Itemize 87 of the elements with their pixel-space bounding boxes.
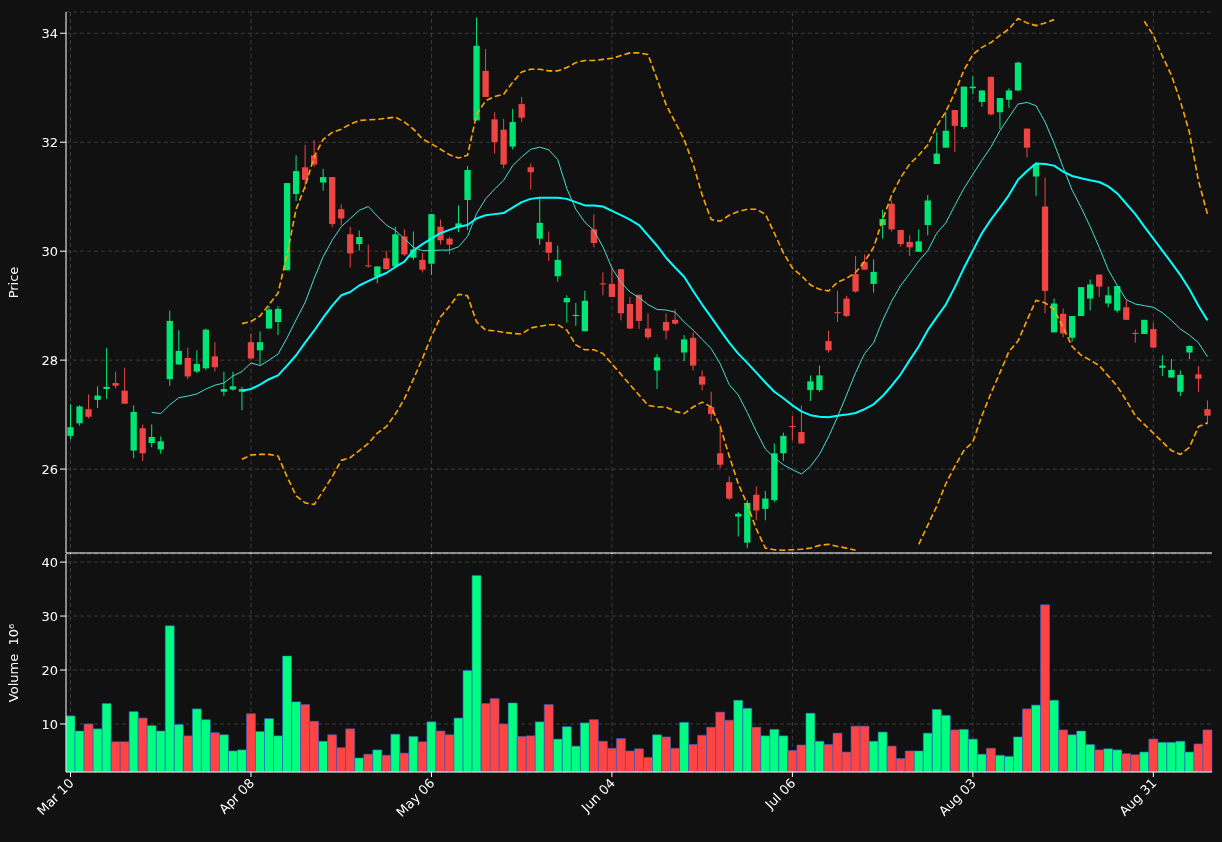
y-axis-title: Volume 10⁶ — [6, 623, 21, 703]
candlestick — [942, 111, 949, 149]
candlestick — [76, 404, 83, 427]
candlestick — [247, 332, 255, 361]
candlestick — [103, 347, 110, 400]
candlestick — [1068, 315, 1076, 343]
candlestick — [915, 228, 922, 253]
candlestick — [518, 96, 525, 123]
y-tick-label: 10 — [41, 716, 58, 732]
candlestick — [193, 349, 200, 374]
candlestick — [662, 312, 670, 340]
candlestick — [1123, 299, 1130, 321]
candlestick — [825, 330, 832, 354]
candlestick — [699, 369, 706, 392]
x-tick-label: Aug 31 — [1116, 775, 1160, 819]
candlestick — [148, 423, 155, 448]
candlestick — [816, 365, 823, 393]
candlestick — [1204, 399, 1211, 425]
candlestick — [1177, 369, 1184, 397]
candlestick — [933, 131, 940, 165]
candlestick — [383, 250, 390, 271]
y-tick-label: 26 — [41, 461, 58, 477]
candlestick — [419, 252, 426, 273]
candlestick — [545, 231, 552, 262]
candlestick — [554, 245, 561, 283]
candlestick — [834, 290, 841, 323]
candlestick — [780, 432, 787, 462]
candlestick — [843, 295, 850, 318]
candlestick — [951, 109, 958, 153]
candlestick — [1105, 286, 1112, 308]
candlestick — [184, 347, 191, 380]
y-tick-label: 28 — [41, 352, 58, 368]
candlestick — [1159, 354, 1166, 377]
candlestick — [94, 385, 101, 409]
candlestick — [274, 305, 282, 336]
candlestick — [265, 305, 273, 330]
candlestick — [175, 329, 182, 365]
candlestick — [527, 162, 534, 191]
candlestick — [753, 486, 760, 521]
candlestick — [762, 490, 769, 521]
candlestick — [256, 330, 264, 365]
candlestick — [996, 97, 1004, 130]
candlestick — [338, 203, 345, 226]
candlestick — [608, 267, 616, 298]
candlestick — [1195, 365, 1202, 393]
candlestick — [798, 404, 805, 444]
candlestick — [301, 144, 309, 190]
candlestick — [356, 229, 363, 252]
candlestick — [1023, 128, 1031, 158]
candlestick — [347, 226, 354, 269]
candlestick — [229, 371, 237, 392]
x-tick-label: Mar 10 — [34, 775, 77, 819]
candlestick — [211, 341, 219, 373]
candlestick — [121, 367, 128, 405]
candlestick — [1005, 87, 1013, 109]
candlestick — [401, 228, 408, 257]
candlestick — [717, 423, 724, 469]
x-tick-label: Jul 06 — [761, 775, 799, 813]
candlestick — [726, 475, 733, 501]
candlestick — [1150, 322, 1157, 349]
candlestick — [807, 374, 814, 402]
candlestick — [1168, 358, 1175, 379]
y-tick-label: 34 — [41, 25, 58, 41]
x-tick-label: Apr 08 — [215, 775, 258, 817]
y-tick-label: 32 — [41, 134, 58, 150]
candlestick — [292, 154, 300, 202]
candlestick — [67, 403, 74, 440]
candlestick — [852, 255, 859, 294]
y-tick-label: 30 — [41, 608, 58, 624]
candlestick — [491, 111, 498, 155]
y-tick-label: 40 — [41, 554, 58, 570]
candlestick — [653, 353, 661, 390]
candlestick — [680, 334, 688, 362]
candlestick — [789, 415, 796, 441]
candlestick — [536, 198, 543, 246]
candlestick — [671, 308, 679, 326]
candlestick — [1087, 279, 1094, 312]
candlestick — [220, 371, 228, 397]
line-series — [240, 162, 1209, 419]
x-tick-label: Jun 04 — [577, 775, 619, 816]
candlestick — [320, 168, 327, 192]
y-axis-title: Price — [6, 266, 21, 299]
line-series — [151, 101, 1208, 475]
candlestick — [870, 258, 877, 294]
y-tick-label: 20 — [41, 662, 58, 678]
candlestick — [85, 393, 92, 419]
y-tick-label: 30 — [41, 243, 58, 259]
